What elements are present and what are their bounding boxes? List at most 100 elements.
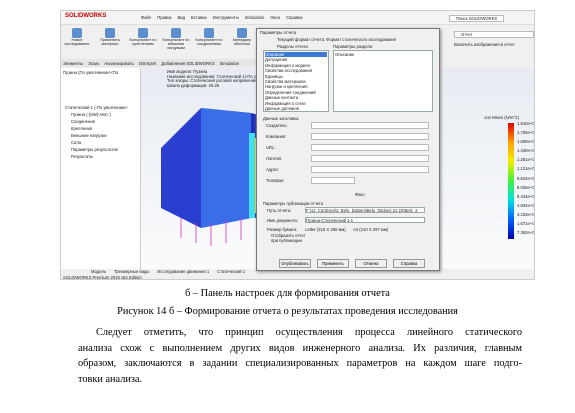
dialog-format: Текущий формат отчета: Формат статическо… (277, 37, 396, 42)
field-input[interactable] (311, 155, 429, 162)
dialog-title: Параметры отчета (260, 30, 297, 35)
dialog-button[interactable]: Применить (317, 259, 349, 268)
tab[interactable]: Simulation (219, 61, 240, 66)
field-input[interactable] (311, 166, 429, 173)
tree-item[interactable]: Параметры результатов (71, 147, 118, 152)
menu-item[interactable]: Окно (270, 15, 281, 20)
field-label[interactable]: URL: (266, 145, 276, 150)
search-box[interactable]: Поиск SOLIDWORKS (449, 15, 505, 22)
menu-item[interactable]: Инструменты (212, 15, 239, 20)
menu: Файл Правка Вид Вставка Инструменты Simulatio… (141, 15, 308, 20)
ribbon-icon (204, 28, 214, 38)
section-item[interactable]: Информация о сетке (265, 100, 306, 106)
section-item[interactable]: Описание (265, 52, 327, 58)
ribbon-icon (105, 28, 115, 38)
section-item[interactable]: Информация о модели (265, 62, 310, 68)
section-item[interactable]: Нагрузки и крепления (265, 84, 308, 90)
ribbon-button[interactable]: Консультант по внешним нагрузкам (160, 28, 192, 56)
path-field[interactable]: F:\12_ConDocs\2_Belo_Diplomi\Belo_Diplom… (305, 207, 425, 213)
fax-label[interactable]: Факс: (355, 192, 366, 197)
tab[interactable]: Добавления SOLIDWORKS (161, 61, 215, 66)
menu-item[interactable]: Вставка (191, 15, 207, 20)
ribbon-button[interactable]: Консультант по креплениям (127, 28, 159, 56)
ribbon-button[interactable]: Менеджер оболочки (226, 28, 258, 56)
field-input[interactable] (311, 177, 355, 184)
dialog-button[interactable]: Опубликовать (279, 259, 311, 268)
section-item[interactable]: Свойства исследования (265, 68, 312, 74)
legend-label: 1.750e+07 (517, 130, 535, 136)
field-label[interactable]: Создатель: (266, 123, 288, 128)
ribbon-button[interactable]: Применить материал (94, 28, 126, 56)
field-label[interactable]: Телефон: (266, 178, 285, 183)
header-row: Логотип: (263, 155, 439, 166)
section-item[interactable]: Единицы (265, 73, 283, 79)
legend-label: 1.600e+07 (517, 139, 535, 145)
ribbon-label: Консультант по внешним нагрузкам (162, 38, 190, 50)
tree-item[interactable]: Результаты (71, 154, 94, 159)
tree-item[interactable]: Сила (71, 140, 82, 145)
field-input[interactable] (311, 122, 429, 129)
legend-label: 4.834e+06 (517, 202, 535, 208)
param-item[interactable]: Описание (335, 52, 355, 57)
field-input[interactable] (311, 133, 429, 140)
paragraph-line: образом, заключаются в задании специализ… (78, 358, 522, 369)
field-input[interactable] (311, 144, 429, 151)
tab[interactable]: Анализировать (104, 61, 134, 66)
screenshot: SOLIDWORKS Файл Правка Вид Вставка Инструмен… (60, 10, 535, 280)
info-line: Тип эпюры: Статический узловой напряжени… (167, 78, 285, 84)
tree-item[interactable]: Соединения (71, 119, 95, 124)
name-field[interactable]: Пузина-Статический 1-1 (305, 217, 425, 223)
section-item[interactable]: Данные контакта (265, 95, 299, 101)
tree-item[interactable]: Пузина (-[SW]-АБС-) (71, 112, 111, 117)
ribbon-button[interactable]: Консультант по соединениям (193, 28, 225, 56)
tree-item[interactable]: Статический 1 (-По умолчанию< (65, 105, 128, 110)
ribbon-button[interactable]: Новое исследование (61, 28, 93, 56)
field-label[interactable]: Логотип: (266, 156, 283, 161)
bottom-tab[interactable]: Исследование движения 1 (157, 269, 210, 274)
legend-label: 1.910e+07 (517, 121, 535, 126)
bottom-tab[interactable]: Трехмерные виды (114, 269, 150, 274)
legend-label: 6.434e+06 (517, 193, 535, 199)
panel-option[interactable]: Включить изображения в отчет (454, 42, 515, 47)
field-label[interactable]: Адрес: (266, 167, 280, 172)
menu-item[interactable]: Вид (177, 15, 186, 20)
panel-search[interactable]: Отчет (454, 31, 534, 38)
tree-item[interactable]: Пузина (По умолчанию<<По (63, 70, 119, 75)
tree-item[interactable]: Крепления (71, 126, 93, 131)
menu-item[interactable]: Simulation (244, 15, 265, 20)
menu-item[interactable]: Справка (286, 15, 303, 20)
header-row: Компания: (263, 133, 439, 144)
bottom-tab[interactable]: Статический 1 (217, 269, 246, 274)
legend-label: 3.233e+06 (517, 211, 535, 217)
header-row: URL: (263, 144, 439, 155)
legend-label: 1.121e+07 (517, 166, 535, 172)
section-item[interactable]: Определения соединений (265, 89, 316, 95)
legend-label: 1.671e+06 (517, 221, 535, 227)
ribbon-label: Новое исследование (64, 38, 90, 46)
part-face (201, 108, 251, 228)
ribbon-label: Консультант по креплениям (129, 38, 157, 46)
tab[interactable]: Эскиз (88, 61, 100, 66)
dialog-button[interactable]: Отмена (355, 259, 387, 268)
menu-item[interactable]: Правка (157, 15, 172, 20)
tree-item[interactable]: Внешние нагрузки (71, 133, 107, 138)
tabs: Элементы Эскиз Анализировать DimXpert Добавл… (61, 59, 256, 67)
menu-item[interactable]: Файл (141, 15, 152, 20)
subcaption: б – Панель настроек для формирования отч… (185, 288, 390, 299)
title-bar: SOLIDWORKS Файл Правка Вид Вставка Инструмен… (61, 11, 534, 25)
legend-label: 1.281e+07 (517, 157, 535, 163)
section-item[interactable]: Свойства материала (265, 79, 306, 85)
tab[interactable]: DimXpert (138, 61, 157, 66)
feature-tree: Пузина (По умолчанию<<По Статический 1 (-… (61, 68, 141, 269)
field-label[interactable]: Компания: (266, 134, 287, 139)
bottom-tab[interactable]: Модель (91, 269, 107, 274)
dialog-button[interactable]: Справка (393, 259, 425, 268)
legend-label: 1.440e+07 (517, 148, 535, 154)
show-option[interactable]: Отобразить отчет при публикации (271, 233, 306, 243)
tab[interactable]: Элементы (63, 61, 84, 66)
paper-option[interactable]: A4 (210 X 297 мм) (353, 227, 389, 232)
paper-option[interactable]: Letter (216 X 280 мм) (305, 227, 346, 232)
section-item[interactable]: Допущения (265, 57, 288, 63)
section-item[interactable]: Данные датчиков (265, 106, 299, 112)
colorbar (508, 123, 514, 239)
